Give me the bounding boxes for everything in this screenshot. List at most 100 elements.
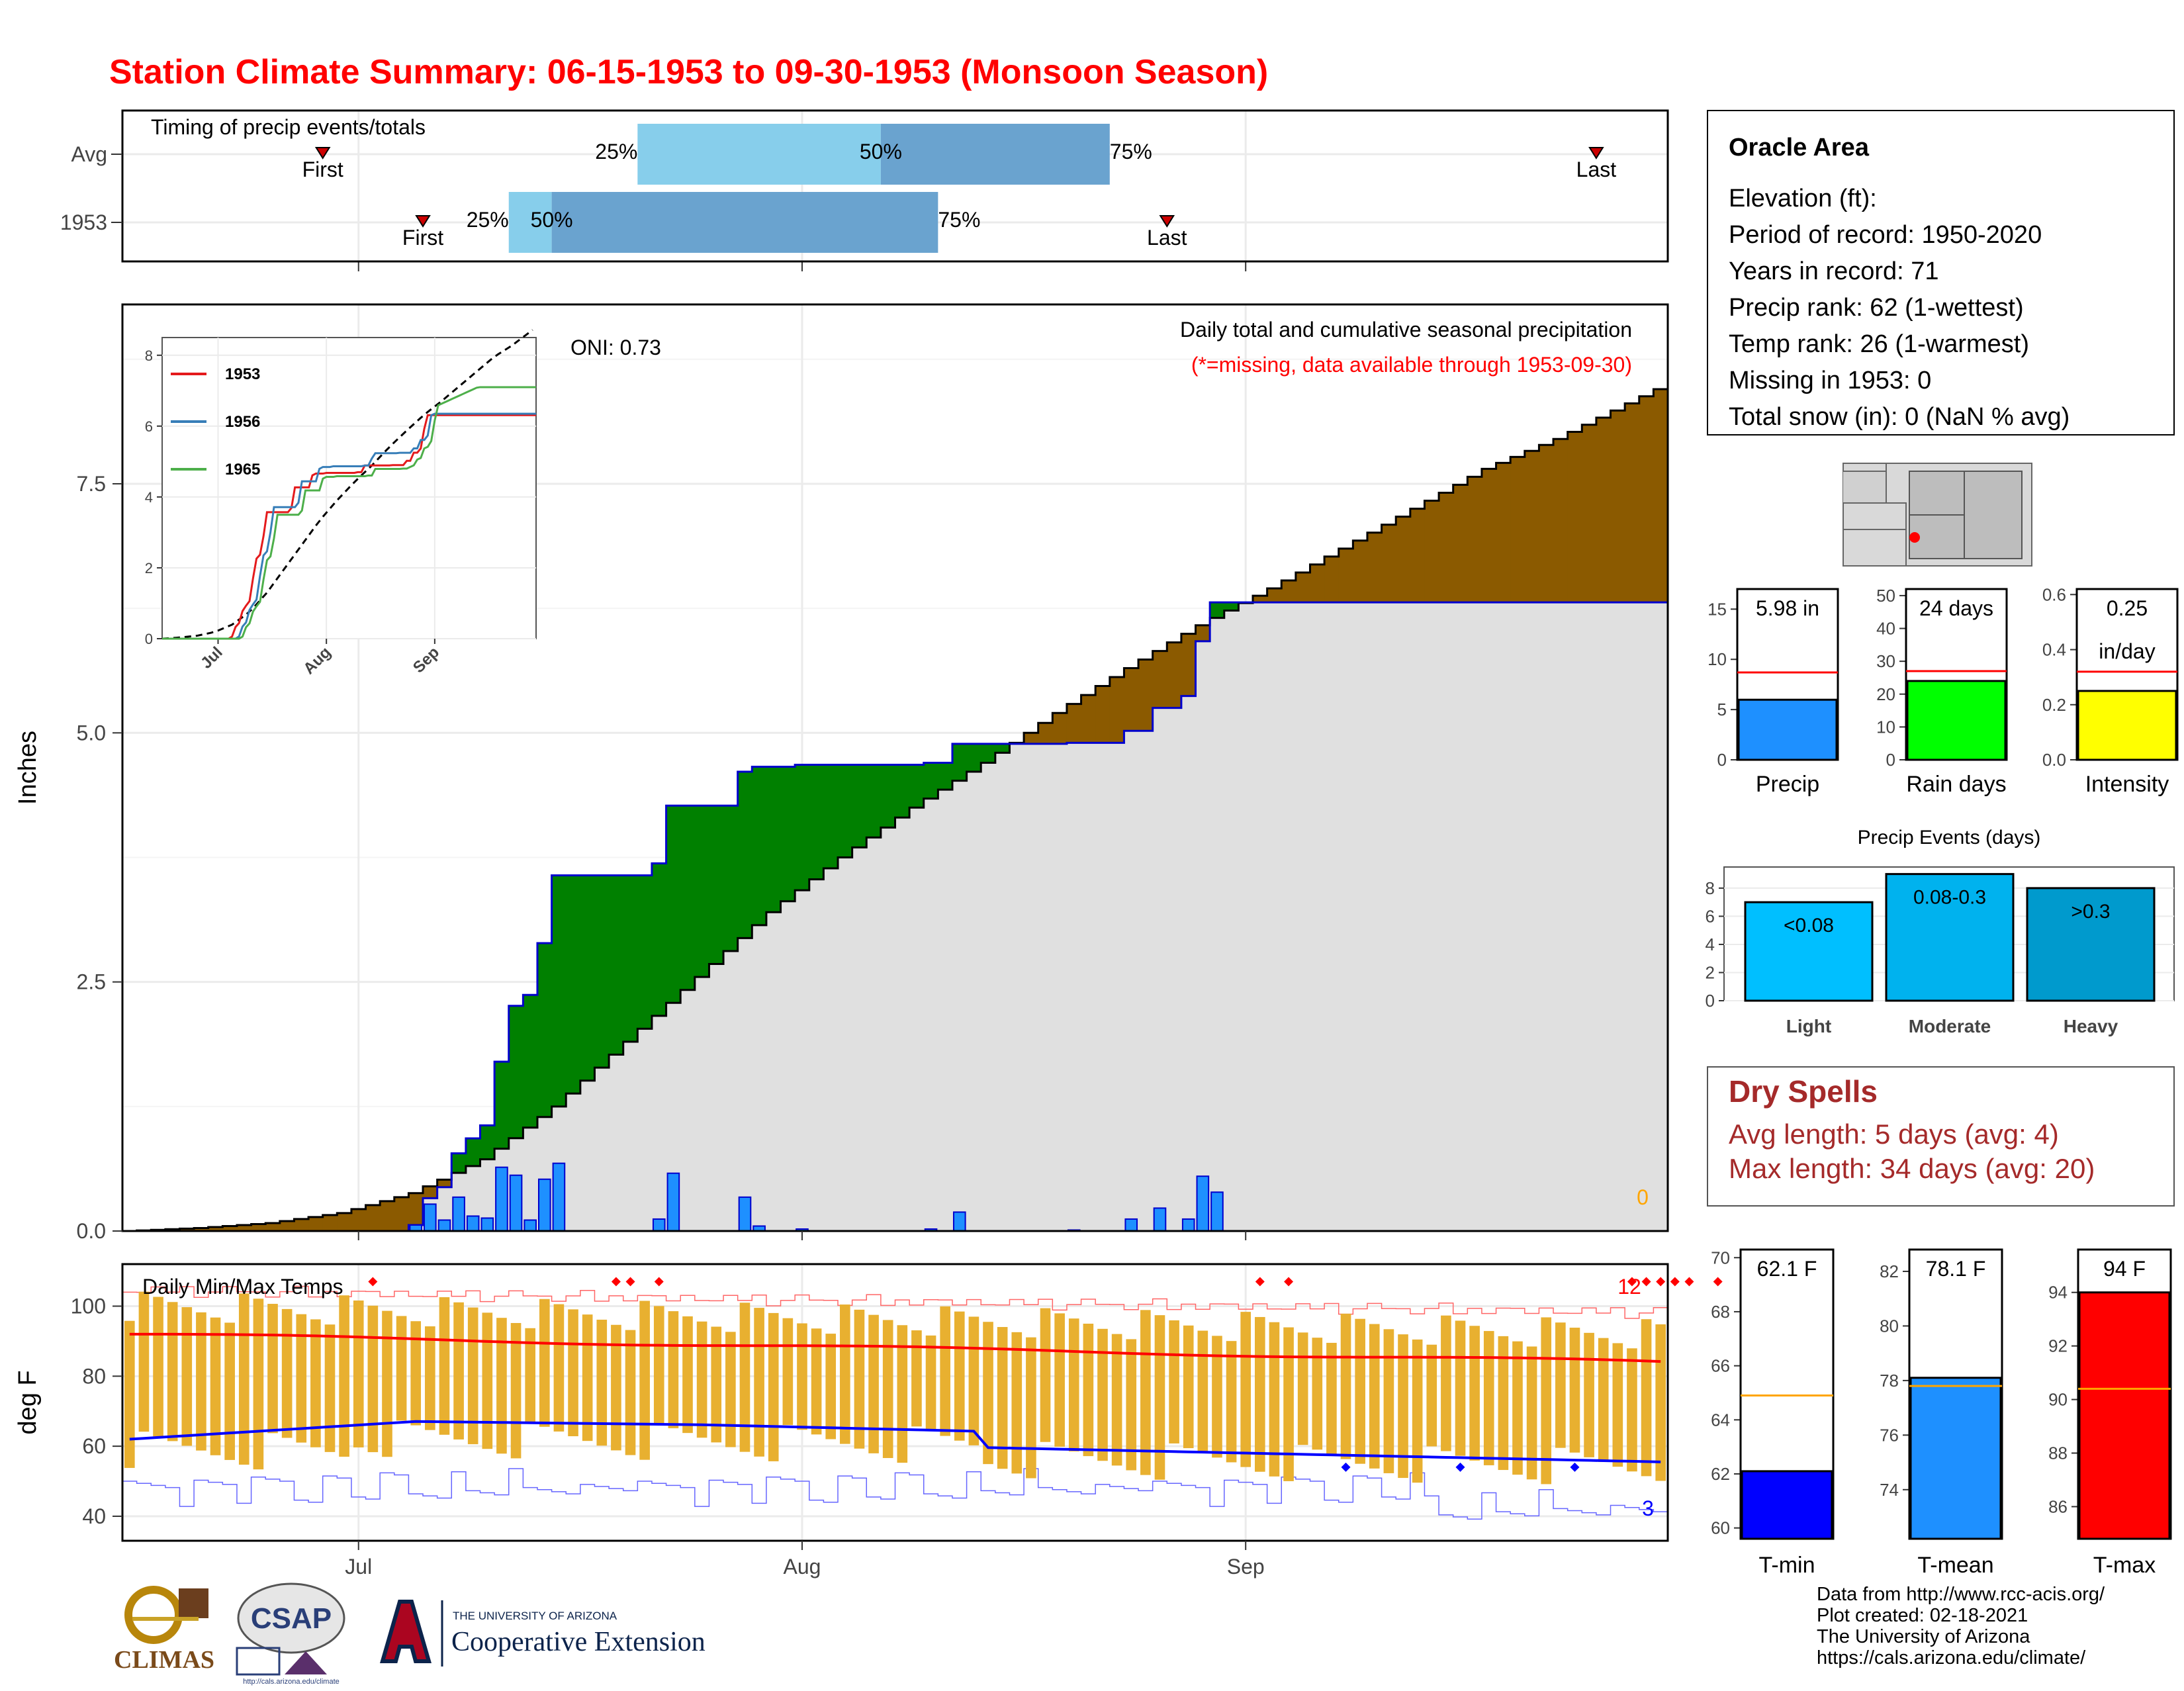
below-avg-area-segment	[1596, 417, 1612, 603]
record-high-marker	[654, 1277, 664, 1287]
below-avg-area-segment	[1253, 596, 1268, 603]
main-note-2: (*=missing, data available through 1953-…	[1191, 353, 1632, 377]
daily-temp-bar	[1412, 1339, 1423, 1483]
daily-precip-bar	[552, 1162, 566, 1232]
temp-summary-ytick-label: 94	[2048, 1283, 2068, 1303]
below-avg-area-segment	[1353, 540, 1368, 603]
timing-avg-first-marker	[314, 147, 331, 160]
below-avg-area-segment	[208, 1226, 223, 1231]
timing-panel: Timing of precip events/totals Avg 1953 …	[60, 109, 1669, 271]
timing-avg-last-label: Last	[1576, 158, 1617, 181]
below-avg-area-segment	[1439, 492, 1454, 603]
below-avg-area-segment	[1625, 403, 1640, 603]
temp-xtick-label: Sep	[1227, 1555, 1265, 1578]
cumulative-base-area	[122, 602, 1668, 1231]
main-ytick-label: 5.0	[77, 721, 106, 745]
events-ytick-label: 6	[1706, 906, 1715, 926]
main-note-1: Daily total and cumulative seasonal prec…	[1180, 318, 1632, 342]
record-high-marker	[611, 1277, 621, 1287]
above-avg-area-segment	[766, 766, 782, 913]
above-avg-area-segment	[723, 805, 739, 951]
daily-temp-bar	[1097, 1328, 1108, 1461]
above-avg-area-segment	[637, 875, 653, 1029]
record-high-marker	[1641, 1277, 1651, 1287]
events-bar-moderate	[1885, 873, 2015, 1002]
daily-precip-bar	[952, 1211, 966, 1232]
daily-precip-bar	[652, 1218, 666, 1232]
temp-summary-ytick-label: 92	[2048, 1336, 2068, 1356]
daily-temp-bar	[840, 1304, 850, 1444]
daily-temp-bar	[1526, 1346, 1537, 1480]
record-low-marker	[1570, 1462, 1580, 1472]
daily-temp-bar	[825, 1334, 837, 1440]
below-avg-area-segment	[251, 1224, 266, 1231]
above-avg-area-segment	[666, 805, 681, 1003]
cumulative-average-line	[122, 388, 1668, 1232]
daily-temp-bar	[611, 1324, 621, 1451]
temp-summary-value-label: 78.1 F	[1926, 1257, 1986, 1281]
summary-bar-label: Rain days	[1906, 772, 2006, 797]
daily-temp-bar	[1584, 1332, 1594, 1457]
summary-ytick-label: 0.6	[2042, 584, 2066, 604]
dry-spells-max: Max length: 34 days (avg: 20)	[1729, 1153, 2095, 1184]
above-avg-area-segment	[938, 762, 953, 790]
csap-logo: CSAP http://cals.arizona.edu/climate	[236, 1582, 345, 1686]
daily-temp-bar	[1555, 1322, 1566, 1448]
daily-temp-bar	[1483, 1331, 1494, 1465]
summary-ytick-label: 0.0	[2042, 750, 2066, 770]
summary-bar-label: Intensity	[2085, 772, 2169, 797]
daily-temp-bar	[868, 1314, 879, 1453]
footer: CLIMAS CSAP http://cals.arizona.edu/clim…	[114, 1582, 2105, 1686]
temp-ytick-label: 100	[71, 1294, 106, 1318]
timing-avg-p75-label: 75%	[1110, 140, 1152, 163]
temp-summary-t-min: 60 62 64 66 68 70 62.1 F T-min	[1711, 1248, 1835, 1578]
temp-ytick-label: 40	[82, 1504, 106, 1528]
summary-bar-rain-days: 0 10 20 30 40 50 24 days Rain days	[1876, 586, 2008, 797]
daily-temp-bar	[1040, 1308, 1051, 1442]
daily-temp-bar	[596, 1319, 608, 1446]
daily-temp-bar	[782, 1318, 794, 1426]
above-avg-area-segment	[923, 762, 938, 799]
summary-ytick-label: 50	[1876, 586, 1895, 606]
daily-temp-bar	[568, 1309, 578, 1437]
record-high-marker	[1713, 1277, 1723, 1287]
above-avg-area-segment	[651, 863, 667, 1016]
footer-credit-line: Plot created: 02-18-2021	[1817, 1605, 2028, 1626]
summary-bars: 0 5 10 15 5.98 in Precip 0 10 20 30 40 50 24 days Rai…	[1707, 584, 2179, 797]
daily-temp-bar	[1641, 1319, 1652, 1477]
timing-year-label: 1953	[60, 210, 107, 234]
timing-avg-last-marker	[1588, 147, 1604, 160]
timing-avg-p25-label: 25%	[595, 140, 637, 163]
record-high-marker	[1684, 1277, 1694, 1287]
above-avg-area-segment	[594, 875, 610, 1068]
dry-spells-avg: Avg length: 5 days (avg: 4)	[1729, 1119, 2059, 1150]
daily-temp-bar	[968, 1316, 979, 1445]
hot-day-count: 12	[1617, 1275, 1641, 1299]
timing-avg-label: Avg	[71, 142, 107, 166]
events-ytick-label: 8	[1706, 878, 1715, 898]
above-avg-area-segment	[737, 772, 752, 938]
summary-ytick-label: 0	[1886, 750, 1895, 770]
daily-temp-bar	[911, 1330, 922, 1427]
timing-label: Timing of precip events/totals	[151, 115, 426, 139]
below-avg-area-segment	[1453, 484, 1468, 603]
avg-tmin-line	[129, 1420, 1661, 1463]
station-info-line: Years in record: 71	[1729, 257, 1939, 285]
daily-temp-bar	[196, 1312, 206, 1451]
above-avg-area-segment	[981, 743, 996, 763]
summary-ytick-label: 10	[1876, 717, 1895, 737]
below-avg-area-segment	[1324, 556, 1340, 603]
below-avg-area-segment	[1138, 659, 1154, 731]
below-avg-area-segment	[423, 1186, 438, 1199]
below-avg-area-segment	[1081, 695, 1096, 743]
temp-summary-ytick-label: 80	[1880, 1316, 1899, 1336]
below-avg-area-segment	[1195, 625, 1210, 641]
daily-temp-bar	[467, 1307, 478, 1445]
daily-temp-bar	[124, 1320, 135, 1468]
daily-temp-bar	[1312, 1338, 1323, 1450]
temp-ylabel: deg F	[14, 1370, 42, 1434]
timing-1953-p25-label: 25%	[467, 208, 509, 232]
daily-temp-bar	[768, 1312, 779, 1461]
summary-ytick-label: 30	[1876, 651, 1895, 671]
